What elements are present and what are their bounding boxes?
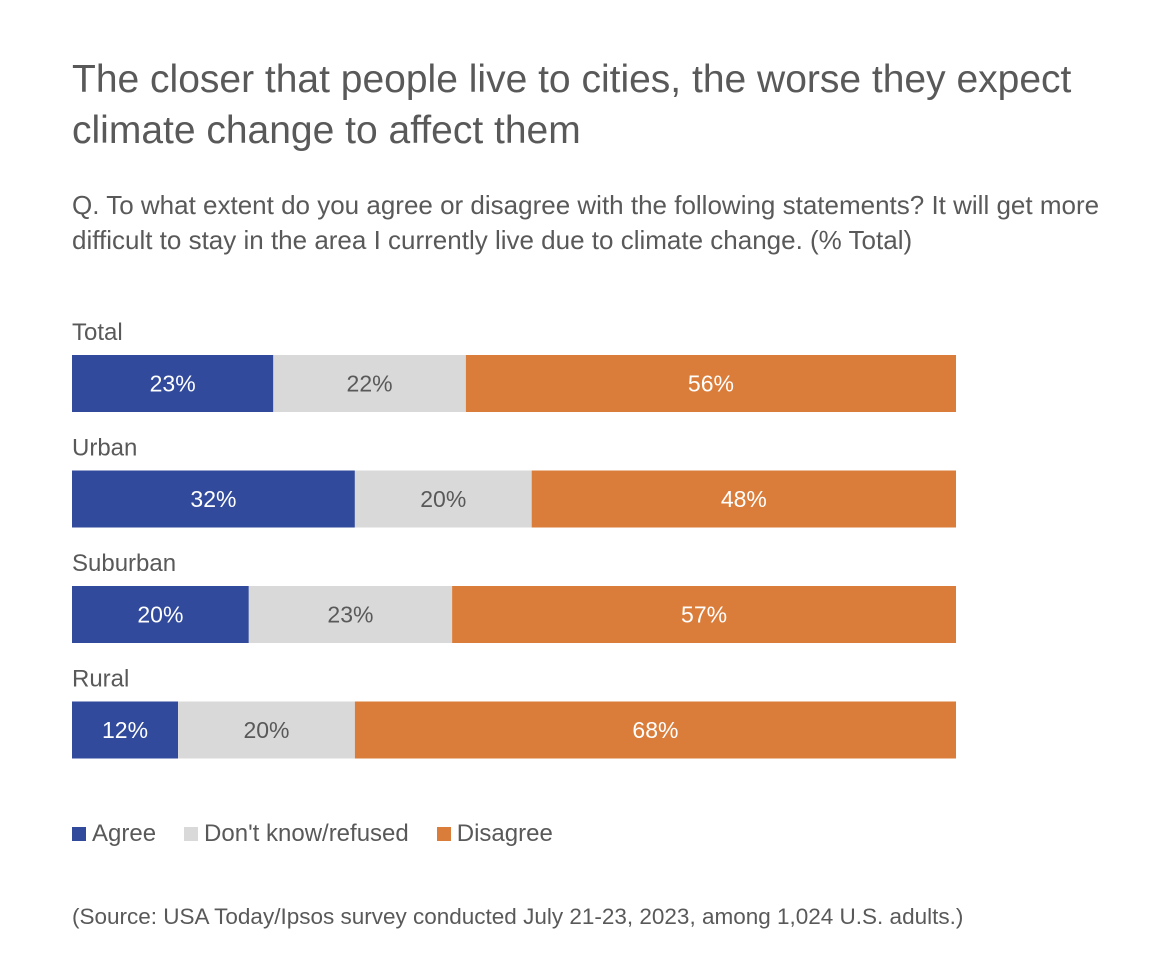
legend-swatch xyxy=(184,827,199,841)
bar-segment xyxy=(354,470,532,528)
legend-item: Disagree xyxy=(436,820,553,848)
data-label: 22% xyxy=(347,371,393,397)
data-label: 23% xyxy=(327,602,373,628)
bar-segment xyxy=(465,355,956,412)
legend-label: Don't know/refused xyxy=(204,820,409,847)
data-label: 20% xyxy=(137,602,183,628)
legend-item: Don't know/refused xyxy=(184,820,409,848)
data-label: 48% xyxy=(721,486,767,512)
bar-segment xyxy=(273,355,466,412)
bar-segment xyxy=(72,355,274,412)
category-label: Rural xyxy=(72,666,129,693)
bar-segment xyxy=(72,470,355,528)
bar-segment xyxy=(72,701,179,759)
source-note: (Source: USA Today/Ipsos survey conducte… xyxy=(72,904,964,929)
legend-swatch xyxy=(436,827,451,841)
category-label: Urban xyxy=(72,435,137,462)
chart-title: The closer that people live to cities, t… xyxy=(72,58,1072,152)
chart-subtitle: Q. To what extent do you agree or disagr… xyxy=(72,190,1100,255)
data-label: 68% xyxy=(632,717,678,743)
data-label: 56% xyxy=(688,371,734,397)
bar-segment xyxy=(452,586,956,643)
data-label: 23% xyxy=(150,371,196,397)
category-label: Total xyxy=(72,319,123,346)
legend-swatch xyxy=(72,827,86,841)
legend-label: Disagree xyxy=(456,820,553,847)
bar-segment xyxy=(354,701,956,759)
bar-segment xyxy=(248,586,453,643)
legend: Agree Don't know/refused Disagree xyxy=(72,820,553,848)
legend-label: Agree xyxy=(92,820,157,847)
data-label: 57% xyxy=(681,602,727,628)
category-label: Suburban xyxy=(72,550,176,577)
data-label: 32% xyxy=(190,486,236,512)
data-label: 20% xyxy=(243,717,289,743)
data-label: 12% xyxy=(102,717,148,743)
bar-segment xyxy=(72,586,249,643)
stacked-bar-chart: Total 23% 22% 56% Urban 32% 20% 48% Suburban 20% 2… xyxy=(72,319,956,759)
bar-segment xyxy=(178,701,355,759)
bar-segment xyxy=(531,470,956,528)
legend-item: Agree xyxy=(72,820,156,848)
data-label: 20% xyxy=(420,486,466,512)
